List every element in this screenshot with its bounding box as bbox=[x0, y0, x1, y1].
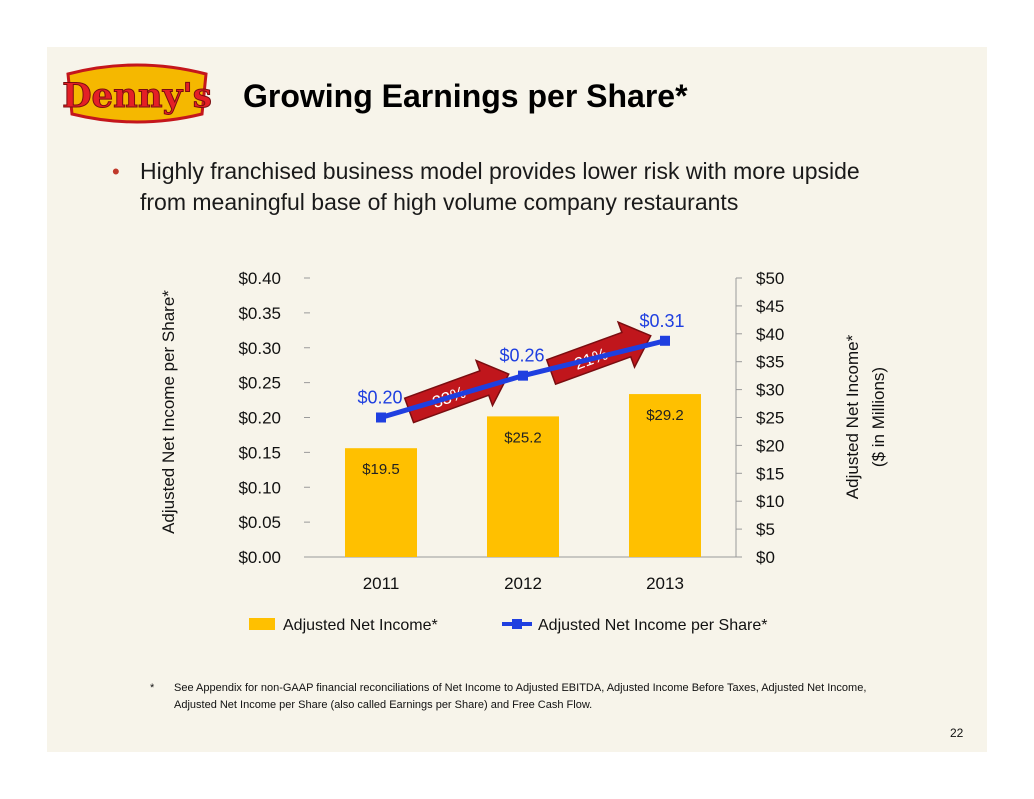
eps-value-label: $0.20 bbox=[357, 388, 402, 408]
right-tick-label: $30 bbox=[756, 381, 784, 400]
bar-2012 bbox=[487, 416, 559, 557]
x-tick-label: 2013 bbox=[646, 574, 684, 593]
right-tick-label: $20 bbox=[756, 436, 784, 455]
right-axis-title: Adjusted Net Income* bbox=[843, 334, 862, 499]
legend-label-bar: Adjusted Net Income* bbox=[283, 617, 438, 634]
left-tick-label: $0.15 bbox=[238, 443, 281, 462]
bar-value-label: $19.5 bbox=[362, 461, 400, 478]
page-title: Growing Earnings per Share* bbox=[243, 78, 688, 114]
eps-point-2011 bbox=[376, 412, 386, 423]
x-tick-label: 2011 bbox=[363, 574, 400, 593]
bar-2011 bbox=[345, 448, 417, 557]
eps-point-2013 bbox=[660, 335, 670, 346]
left-tick-label: $0.25 bbox=[238, 374, 281, 393]
right-tick-label: $10 bbox=[756, 492, 784, 511]
bullet-dot: • bbox=[112, 159, 120, 184]
left-axis-title: Adjusted Net Income per Share* bbox=[159, 290, 178, 534]
left-tick-label: $0.30 bbox=[238, 339, 281, 358]
eps-point-2012 bbox=[518, 370, 528, 381]
slide-background bbox=[47, 47, 987, 752]
right-tick-label: $45 bbox=[756, 297, 784, 316]
left-tick-label: $0.00 bbox=[238, 548, 281, 567]
growth-arrow: 21% bbox=[545, 320, 652, 386]
right-tick-label: $5 bbox=[756, 520, 775, 539]
footnote-star: * bbox=[150, 682, 155, 694]
page-number: 22 bbox=[950, 726, 964, 740]
bar-2013 bbox=[629, 394, 701, 557]
left-tick-label: $0.10 bbox=[238, 478, 281, 497]
logo-text: Denny's bbox=[62, 76, 212, 116]
bar-value-label: $29.2 bbox=[646, 407, 684, 424]
eps-value-label: $0.31 bbox=[639, 311, 684, 331]
right-tick-label: $50 bbox=[756, 269, 784, 288]
left-tick-label: $0.20 bbox=[238, 409, 281, 428]
footnote-text: See Appendix for non-GAAP financial reco… bbox=[174, 682, 867, 711]
bullet-text: Highly franchised business model provide… bbox=[140, 158, 860, 215]
right-tick-label: $35 bbox=[756, 353, 784, 372]
right-tick-label: $25 bbox=[756, 409, 784, 428]
eps-value-label: $0.26 bbox=[499, 346, 544, 366]
legend-label-line: Adjusted Net Income per Share* bbox=[538, 617, 767, 634]
dennys-logo: Denny's bbox=[62, 63, 212, 124]
left-tick-label: $0.35 bbox=[238, 304, 281, 323]
right-tick-label: $15 bbox=[756, 464, 784, 483]
x-tick-label: 2012 bbox=[504, 574, 542, 593]
left-tick-label: $0.40 bbox=[238, 269, 281, 288]
legend-swatch-marker bbox=[512, 619, 522, 629]
legend-swatch-bar bbox=[249, 618, 275, 630]
right-tick-label: $0 bbox=[756, 548, 775, 567]
right-tick-label: $40 bbox=[756, 325, 784, 344]
left-tick-label: $0.05 bbox=[238, 513, 281, 532]
bar-value-label: $25.2 bbox=[504, 429, 542, 446]
growth-arrow-shape bbox=[545, 320, 652, 386]
right-axis-subtitle: ($ in Millions) bbox=[869, 367, 888, 467]
growth-arrow-shape bbox=[403, 359, 510, 424]
